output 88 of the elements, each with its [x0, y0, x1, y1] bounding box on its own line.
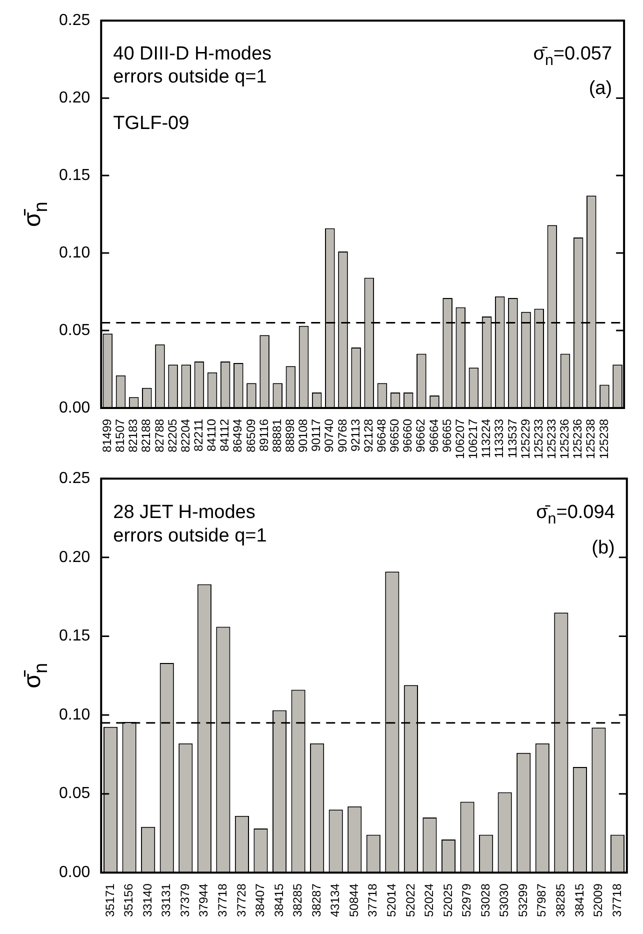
y-axis-title: σ̄n: [19, 202, 52, 228]
text: 0.10: [59, 706, 90, 724]
x-tick-label: 37728: [234, 883, 248, 918]
x-tick-label: 89116: [256, 418, 271, 452]
x-tick-label: 106217: [466, 418, 480, 460]
x-tick-label: 52025: [440, 883, 455, 918]
x-tick-label: 38285: [553, 883, 568, 918]
x-tick-label: 84110: [204, 418, 219, 452]
x-tick-label: 113224: [479, 418, 494, 458]
x-tick-label: 38407: [253, 883, 268, 918]
x-tick-label: 125233: [544, 418, 558, 460]
y-tick-label: 0.15: [59, 166, 90, 184]
x-tick-label: 96648: [374, 418, 389, 452]
x-tick-label: 96662: [414, 418, 428, 452]
x-tick-label: 96660: [400, 418, 415, 452]
text: 0.00: [59, 864, 90, 882]
x-tick-label: 43134: [328, 883, 342, 918]
x-tick-label: 53299: [516, 883, 530, 918]
y-tick-label: 0.25: [59, 470, 90, 488]
x-tick-label: 82188: [139, 418, 154, 452]
x-tick-label: 90117: [309, 418, 324, 452]
x-tick-label: 82204: [178, 418, 192, 452]
text: 0.10: [59, 244, 90, 262]
x-tick-label: 52014: [384, 883, 398, 918]
x-tick-label: 88898: [283, 418, 298, 452]
annotation: 40 DIII-D H-modes: [113, 43, 272, 64]
x-tick-label: 52024: [422, 883, 436, 918]
text: 0.20: [59, 89, 90, 106]
x-tick-label: 88881: [270, 418, 284, 452]
x-tick-label: 106207: [452, 418, 467, 460]
x-tick-label: 52022: [403, 883, 418, 918]
x-tick-label: 52979: [460, 883, 474, 918]
x-tick-label: 53028: [478, 883, 492, 918]
x-tick-label: 96650: [388, 418, 402, 452]
x-tick-label: 52009: [591, 883, 606, 918]
x-tick-label: 37944: [196, 883, 211, 918]
x-tick-label: 37718: [610, 883, 624, 918]
x-tick-label: 84112: [218, 418, 232, 452]
annotation: (b): [592, 537, 615, 558]
x-tick-label: 50844: [346, 883, 361, 918]
x-tick-label: 82205: [165, 418, 180, 452]
x-tick-label: 82788: [152, 418, 166, 452]
x-tick-label: 81507: [113, 418, 128, 452]
x-tick-label: 57987: [534, 883, 549, 918]
x-tick-label: 125233: [531, 418, 546, 460]
y-axis-title: σ̄n: [19, 662, 52, 688]
y-tick-label: 0.05: [59, 785, 90, 802]
x-tick-label: 33131: [159, 883, 174, 918]
x-tick-label: 33140: [140, 883, 154, 918]
x-tick-label: 81499: [100, 418, 114, 452]
x-tick-label: 90108: [296, 418, 310, 452]
text: 0.20: [59, 548, 90, 566]
x-tick-label: 96664: [426, 418, 441, 452]
x-tick-label: 86509: [244, 418, 258, 452]
x-tick-label: 92113: [348, 418, 362, 452]
x-tick-label: 125238: [596, 418, 611, 460]
x-tick-label: 82211: [192, 418, 206, 452]
x-tick-label: 92128: [361, 418, 376, 452]
x-tick-label: 113333: [492, 418, 506, 458]
y-tick-label: 0.05: [59, 322, 90, 339]
x-tick-label: 35156: [122, 883, 136, 918]
x-tick-label: 96665: [440, 418, 454, 452]
x-tick-label: 35171: [102, 883, 117, 918]
annotation: TGLF-09: [113, 113, 190, 134]
x-tick-label: 125229: [518, 418, 532, 460]
annotation: errors outside q=1: [113, 66, 267, 88]
y-tick-label: 0.15: [59, 628, 90, 645]
x-tick-label: 90740: [322, 418, 336, 452]
x-tick-label: 37718: [216, 883, 230, 918]
annotation: errors outside q=1: [113, 526, 267, 547]
annotation: (a): [588, 78, 612, 100]
x-tick-label: 38285: [290, 883, 305, 918]
annotation: 28 JET H-modes: [113, 502, 256, 524]
x-tick-label: 82183: [126, 418, 140, 452]
text: 0.00: [59, 399, 90, 416]
x-tick-label: 38415: [272, 883, 286, 918]
x-tick-label: 125236: [558, 418, 572, 460]
x-tick-label: 37379: [178, 883, 192, 918]
x-tick-label: 113537: [505, 418, 520, 458]
x-tick-label: 38287: [309, 883, 324, 918]
x-tick-label: 90768: [335, 418, 350, 452]
x-tick-label: 86494: [230, 418, 245, 452]
x-tick-label: 38415: [572, 883, 586, 918]
y-tick-label: 0.25: [59, 12, 90, 30]
x-tick-label: 53030: [497, 883, 512, 918]
x-tick-label: 125236: [570, 418, 585, 460]
x-tick-label: 125238: [584, 418, 598, 460]
x-tick-label: 37718: [366, 883, 380, 918]
